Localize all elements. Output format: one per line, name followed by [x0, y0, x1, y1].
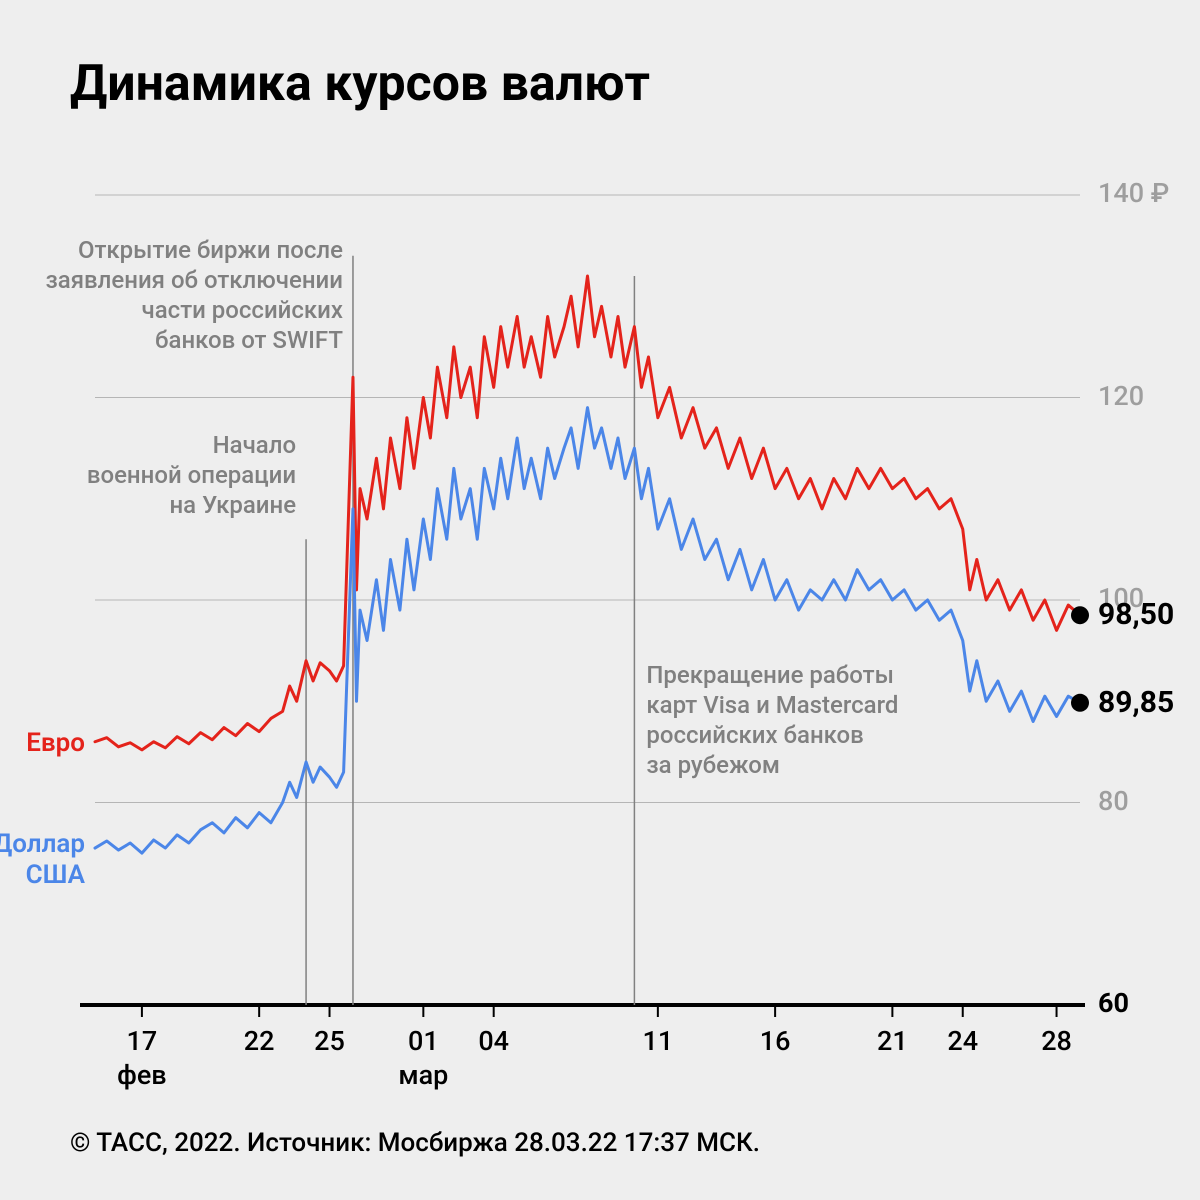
- x-tick-label: 16: [760, 1025, 791, 1057]
- y-tick-label: 80: [1098, 785, 1129, 817]
- annotation-a3: Прекращение работы карт Visa и Mastercar…: [646, 660, 966, 780]
- chart-svg: [0, 0, 1200, 1200]
- y-tick-label: 140 ₽: [1098, 177, 1169, 209]
- chart-footer: © ТАСС, 2022. Источник: Мосбиржа 28.03.2…: [70, 1128, 760, 1158]
- chart-title: Динамика курсов валют: [70, 55, 650, 113]
- endpoint-label-eur: 98,50: [1098, 597, 1174, 632]
- endpoint-label-usd: 89,85: [1098, 685, 1174, 720]
- x-tick-label: 22: [244, 1025, 275, 1057]
- x-tick-label: 21: [877, 1025, 908, 1057]
- x-tick-label: 17: [127, 1025, 158, 1057]
- x-month-label: мар: [398, 1059, 448, 1091]
- chart-canvas: Динамика курсов валют 140 ₽1201008060 17…: [0, 0, 1200, 1200]
- annotation-a1: Начало военной операции на Украине: [0, 430, 296, 520]
- x-tick-label: 01: [408, 1025, 439, 1057]
- x-tick-label: 04: [478, 1025, 509, 1057]
- x-tick-label: 28: [1041, 1025, 1072, 1057]
- x-tick-label: 11: [642, 1025, 673, 1057]
- x-tick-label: 25: [314, 1025, 345, 1057]
- x-tick-label: 24: [947, 1025, 978, 1057]
- y-tick-label: 120: [1098, 380, 1144, 412]
- series-label-eur: Евро: [0, 728, 85, 759]
- series-label-usd: Доллар США: [0, 829, 85, 891]
- x-month-label: фев: [117, 1059, 166, 1091]
- y-tick-label: 60: [1098, 987, 1129, 1019]
- annotation-a2: Открытие биржи после заявления об отключ…: [43, 235, 343, 355]
